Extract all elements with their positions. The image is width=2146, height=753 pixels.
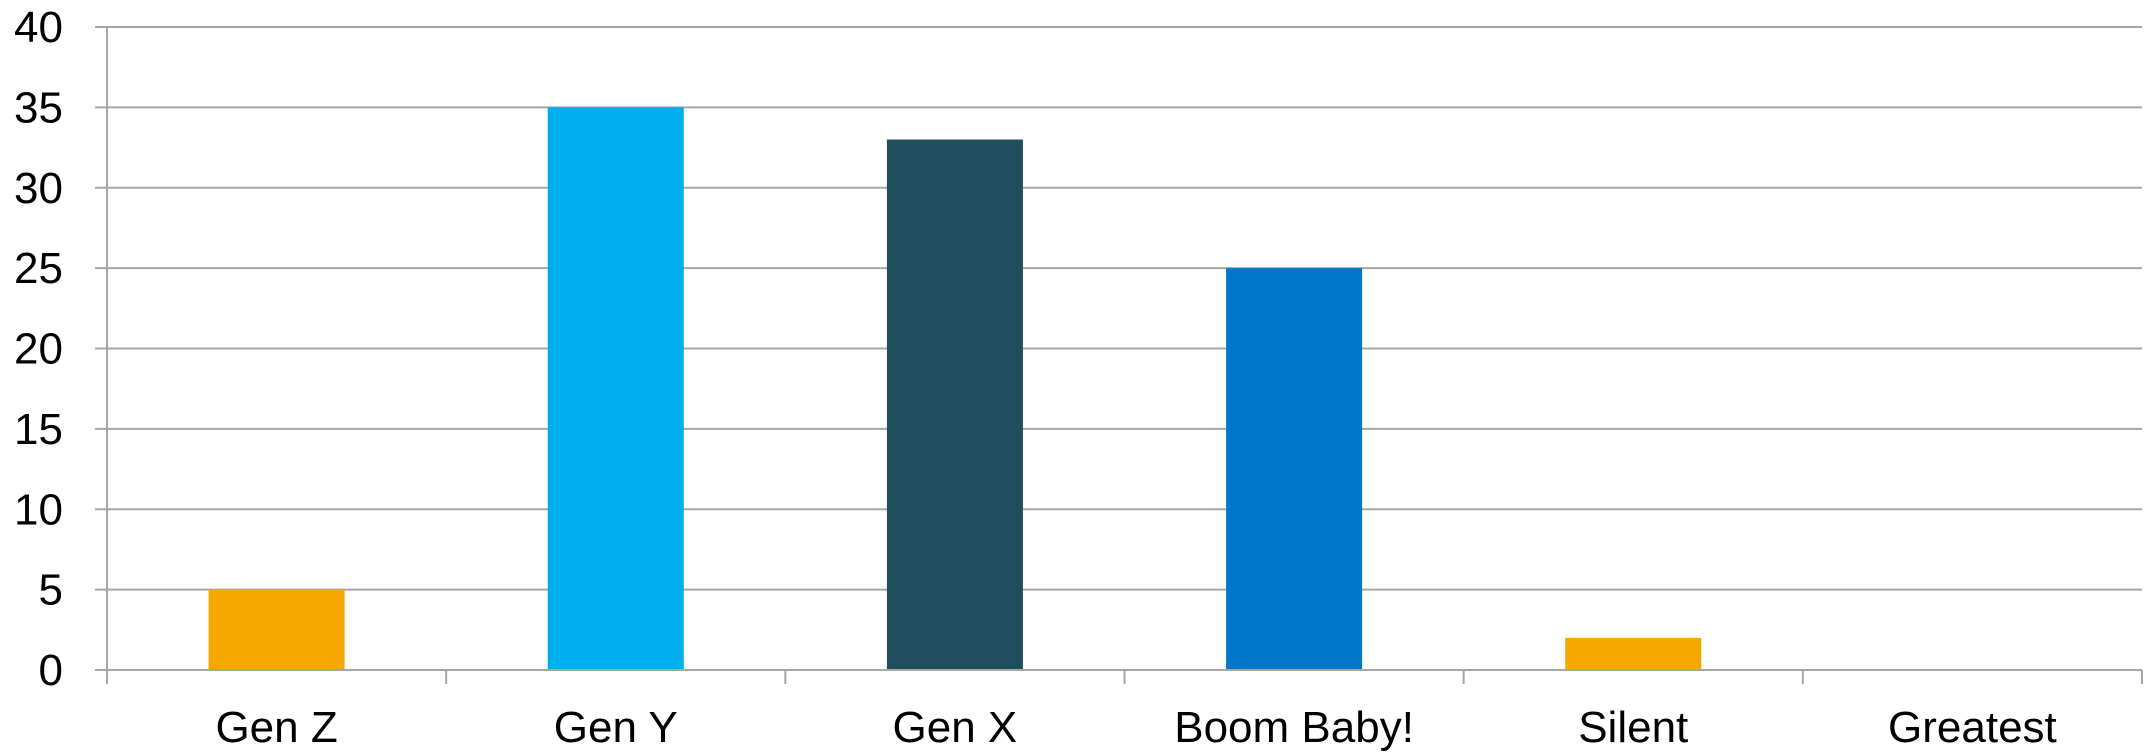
bar-gen-y (547, 107, 684, 670)
y-tick-label: 10 (14, 485, 63, 534)
x-tick-label: Gen X (893, 703, 1018, 752)
y-tick-label: 0 (39, 646, 63, 695)
y-tick-label: 35 (14, 83, 63, 132)
x-tick-label: Boom Baby! (1174, 703, 1414, 752)
y-tick-label: 40 (14, 3, 63, 52)
bar-gen-x (886, 139, 1023, 670)
bar-silent (1565, 637, 1702, 670)
bars (208, 107, 1702, 670)
bar-boom-baby (1226, 268, 1363, 670)
y-tick-label: 25 (14, 244, 63, 293)
x-tick-label: Gen Y (554, 703, 678, 752)
y-tick-label: 5 (39, 566, 63, 615)
bar-gen-z (208, 589, 345, 670)
x-tick-label: Silent (1578, 703, 1688, 752)
gridlines (107, 26, 2142, 591)
y-tick-label: 15 (14, 405, 63, 454)
axes (95, 26, 2143, 684)
y-tick-label: 20 (14, 325, 63, 374)
x-tick-label: Greatest (1888, 703, 2057, 752)
y-tick-label: 30 (14, 164, 63, 213)
x-tick-labels: Gen Z Gen Y Gen X Boom Baby! Silent Greatest (215, 703, 2056, 752)
x-tick-label: Gen Z (215, 703, 337, 752)
y-tick-labels: 0 5 10 15 20 25 30 35 40 (14, 3, 63, 695)
